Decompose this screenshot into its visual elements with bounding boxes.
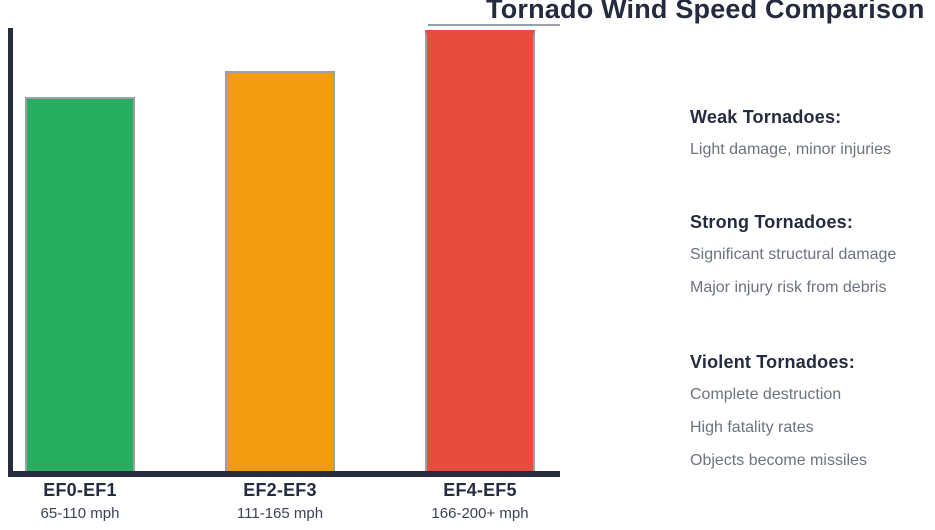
info-line: Light damage, minor injuries	[690, 141, 891, 158]
info-line: Objects become missiles	[690, 452, 867, 469]
bar-category-label: EF0-EF1	[43, 480, 117, 500]
bar-speed-label: 111-165 mph	[236, 505, 324, 522]
bar-speed-label: 65-110 mph	[40, 505, 120, 522]
bar-speed-label: 166-200+ mph	[431, 505, 529, 522]
info-line: Major injury risk from debris	[690, 279, 887, 296]
info-block-violent-tornadoes: Violent Tornadoes: Complete destruction …	[690, 351, 935, 484]
info-block-weak-tornadoes: Weak Tornadoes: Light damage, minor inju…	[690, 106, 935, 173]
bar-ef2-ef3	[225, 71, 335, 471]
bar-ef0-ef1	[25, 97, 135, 471]
info-heading: Strong Tornadoes:	[690, 212, 854, 232]
info-line: High fatality rates	[690, 419, 814, 436]
info-line: Significant structural damage	[690, 246, 897, 263]
bar-label-ef4-ef5: EF4-EF5 166-200+ mph	[425, 480, 535, 522]
info-heading: Weak Tornadoes:	[690, 107, 842, 127]
info-line: Complete destruction	[690, 386, 842, 403]
bar-label-ef0-ef1: EF0-EF1 65-110 mph	[25, 480, 135, 522]
chart-title: Tornado Wind Speed Comparison	[486, 0, 925, 24]
max-speed-reference-line	[428, 24, 560, 26]
bar-label-ef2-ef3: EF2-EF3 111-165 mph	[225, 480, 335, 522]
y-axis-line	[8, 28, 13, 477]
x-axis-line	[8, 471, 560, 477]
info-heading: Violent Tornadoes:	[690, 352, 855, 372]
bar-category-label: EF2-EF3	[243, 480, 317, 500]
bar-category-label: EF4-EF5	[443, 480, 517, 500]
bar-ef4-ef5	[425, 30, 535, 471]
info-block-strong-tornadoes: Strong Tornadoes: Significant structural…	[690, 211, 935, 311]
